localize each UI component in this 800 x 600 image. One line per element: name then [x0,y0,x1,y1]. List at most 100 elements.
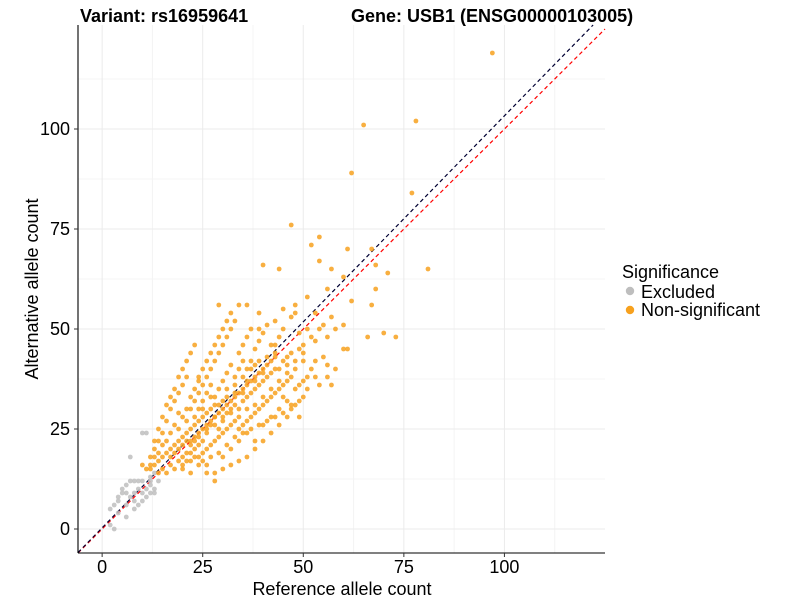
point-non-significant [369,246,375,252]
point-non-significant [180,442,185,448]
point-non-significant [312,338,318,344]
point-non-significant [236,406,242,412]
point-non-significant [220,418,226,424]
point-non-significant [220,378,226,384]
point-non-significant [176,410,181,416]
point-non-significant [284,378,290,384]
point-non-significant [252,402,258,408]
point-non-significant [232,418,238,424]
point-non-significant [172,386,177,392]
point-non-significant [192,434,198,440]
point-non-significant [272,350,278,356]
point-non-significant [373,262,379,268]
point-excluded [123,482,129,488]
point-non-significant [224,426,230,432]
point-non-significant [381,330,387,336]
y-tick-label: 0 [60,519,70,539]
point-non-significant [204,462,210,468]
point-non-significant [208,442,214,448]
point-excluded [148,474,153,480]
point-non-significant [196,454,202,460]
point-non-significant [284,354,290,360]
point-excluded [119,486,125,492]
point-excluded [135,502,141,508]
point-non-significant [288,406,294,412]
point-non-significant [172,398,177,404]
point-non-significant [256,326,262,332]
point-non-significant [164,470,169,476]
point-non-significant [216,302,222,308]
point-non-significant [220,326,226,332]
point-non-significant [196,462,202,468]
point-non-significant [248,426,254,432]
point-non-significant [232,390,238,396]
point-non-significant [212,358,218,364]
point-excluded [127,454,133,460]
point-non-significant [296,330,302,336]
legend-key-non-significant [625,305,635,315]
point-non-significant [260,370,266,376]
point-non-significant [220,454,226,460]
point-non-significant [200,426,206,432]
point-non-significant [180,462,185,468]
point-non-significant [184,358,190,364]
point-non-significant [244,406,250,412]
point-non-significant [180,434,185,440]
point-non-significant [152,454,157,460]
point-non-significant [272,390,278,396]
point-excluded [131,506,137,512]
point-non-significant [192,422,198,428]
point-non-significant [316,326,322,332]
x-tick-label: 50 [293,557,313,577]
point-non-significant [168,394,173,400]
point-non-significant [280,358,286,364]
point-non-significant [200,438,206,444]
point-non-significant [252,374,258,380]
point-non-significant [236,414,242,420]
point-non-significant [204,374,210,380]
title-variant: Variant: rs16959641 [80,6,248,26]
point-non-significant [272,342,278,348]
point-non-significant [296,382,302,388]
point-non-significant [365,334,371,340]
point-non-significant [232,318,238,324]
point-non-significant [232,434,238,440]
point-non-significant [409,190,415,196]
point-non-significant [272,366,278,372]
point-non-significant [212,422,218,428]
point-non-significant [252,386,258,392]
point-non-significant [240,390,246,396]
point-non-significant [188,470,194,476]
point-non-significant [204,422,210,428]
point-non-significant [280,306,286,312]
point-non-significant [256,338,262,344]
point-excluded [143,486,149,492]
reference-line-fit [77,24,594,553]
x-axis-title: Reference allele count [252,579,431,599]
point-non-significant [188,442,194,448]
point-non-significant [236,366,242,372]
point-non-significant [220,398,226,404]
point-non-significant [240,342,246,348]
point-non-significant [232,382,238,388]
point-non-significant [304,386,310,392]
point-non-significant [216,402,222,408]
point-non-significant [252,438,258,444]
point-excluded [139,498,145,504]
point-non-significant [172,450,177,456]
point-non-significant [216,350,222,356]
point-non-significant [268,358,274,364]
point-non-significant [256,406,262,412]
point-non-significant [325,374,330,380]
point-excluded [123,502,129,508]
point-non-significant [244,430,250,436]
point-non-significant [264,418,270,424]
data-points [107,50,495,532]
point-excluded [131,498,137,504]
point-non-significant [393,334,399,340]
point-non-significant [188,438,194,444]
point-excluded [139,478,145,484]
point-excluded [156,478,161,484]
point-non-significant [212,414,218,420]
point-excluded [148,478,153,484]
